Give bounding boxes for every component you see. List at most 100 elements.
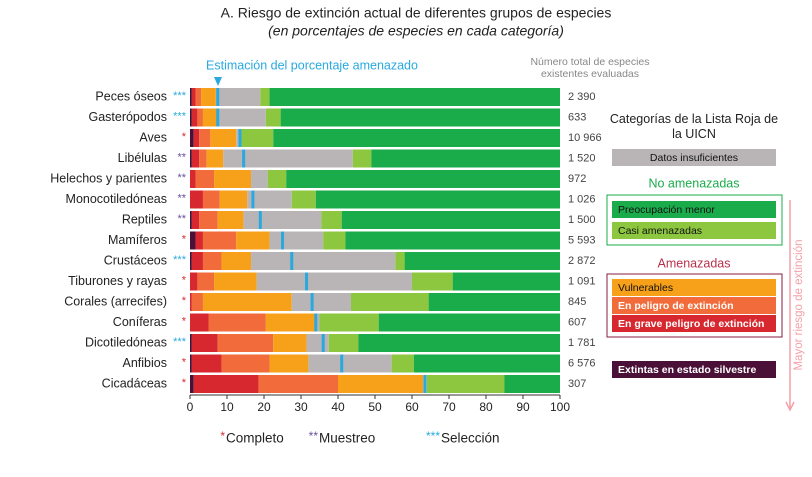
bar-segment [191,354,222,373]
bar-segment [190,149,192,168]
bar-segment [291,293,351,311]
estimate-mark [258,211,262,229]
bar-segment [341,211,560,229]
bar-segment [190,108,192,127]
bar-segment [195,170,215,188]
bar-segment [191,88,196,106]
bar-segment [412,272,453,291]
bar-segment [251,170,268,188]
total-label: 1 026 [568,193,596,205]
bar-segment [214,272,257,291]
total-label: 2 390 [568,91,596,103]
category-label: Helechos y parientes [50,171,167,185]
legend-label: En peligro de extinción [618,300,734,312]
bar-segment [426,375,505,393]
sampling-marker: * [182,295,187,307]
sampling-marker: * [182,315,187,327]
category-label: Crustáceos [104,253,167,267]
bar-segment [202,108,218,127]
bar-segment [206,149,224,168]
category-label: Reptiles [122,212,167,226]
bar-segment [221,354,270,373]
bar-segment [391,354,414,373]
total-label: 2 872 [568,255,596,267]
risk-arrowhead [785,401,795,412]
bar-segment [280,108,560,127]
category-label: Anfibios [123,356,167,370]
chart-title: A. Riesgo de extinción actual de diferen… [221,5,612,21]
bar-segment [328,334,359,352]
bar-segment [236,129,240,147]
bar-segment [395,252,405,270]
group-box [606,194,783,246]
sampling-marker: * [182,356,187,368]
sampling-marker: * [182,131,187,143]
total-label: 607 [568,316,586,328]
bar-segment [258,375,338,393]
category-label: Mamíferos [108,233,167,247]
category-label: Monocotiledóneas [66,192,167,206]
legend-swatch [612,149,776,166]
bar-segment [191,108,198,127]
total-label: 972 [568,173,586,185]
bar-segment [428,293,560,311]
marker-legend-label: Completo [226,431,284,446]
x-tick-label: 30 [294,400,308,414]
bar-segment [306,334,329,352]
estimate-mark [238,129,242,147]
marker-legend-label: Muestreo [319,431,375,446]
legend-label: Vulnerables [618,282,673,294]
total-label: 6 576 [568,357,596,369]
estimate-mark [242,149,246,168]
bar-segment [190,211,192,229]
estimate-pointer [214,77,222,86]
legend-title: Categorías de la Lista Roja de la UICN [609,112,779,141]
bar-segment [413,354,560,373]
category-label: Cicadáceas [102,376,167,390]
sampling-marker: * [182,233,187,245]
category-label: Dicotiledóneas [85,335,167,349]
bar-segment [404,252,560,270]
category-label: Tiburones y rayas [68,274,167,288]
bar-segment [315,190,560,209]
x-tick-label: 100 [550,400,570,414]
sampling-marker: *** [173,254,187,266]
bar-segment [236,231,270,250]
bar-segment [208,313,266,332]
total-label: 307 [568,378,586,390]
bar-segment [273,129,560,147]
bar-segment [199,129,211,147]
category-label: Aves [139,130,167,144]
bar-segment [190,231,196,250]
sampling-marker: *** [173,110,187,122]
sampling-marker: *** [173,336,187,348]
total-label: 5 593 [568,234,596,246]
bar-segment [378,313,560,332]
total-label: 10 966 [568,132,602,144]
bar-segment [190,272,198,291]
bar-segment [191,293,203,311]
category-label: Libélulas [118,151,167,165]
bar-segment [199,149,207,168]
bar-segment [371,149,560,168]
bar-segment [251,252,396,270]
bar-segment [191,252,203,270]
bar-segment [358,334,560,352]
estimate-mark [423,375,427,393]
estimate-mark [281,231,284,250]
legend-label: Extintas en estado silvestre [618,364,756,376]
bar-segment [221,252,252,270]
bar-segment [217,108,266,127]
risk-arrow-label: Mayor riesgo de extinción [793,239,805,370]
x-tick-label: 50 [368,400,382,414]
bar-segment [190,313,209,332]
bar-segment [269,88,560,106]
x-tick-label: 10 [220,400,234,414]
bar-segment [193,129,200,147]
total-label: 1 500 [568,214,596,226]
bar-segment [215,88,261,106]
bar-segment [319,313,379,332]
category-label: Corales (arrecifes) [64,294,167,308]
bar-segment [452,272,560,291]
